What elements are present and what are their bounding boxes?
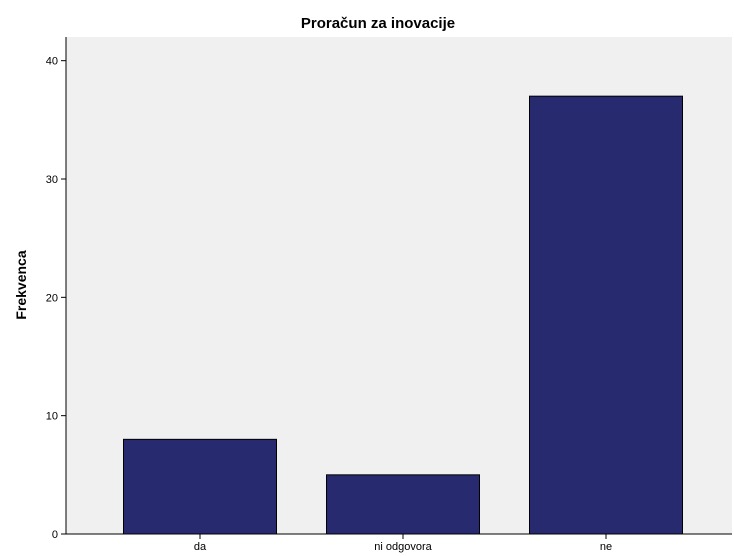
bar-0 bbox=[123, 438, 277, 535]
y-tick-label-2: 20 bbox=[46, 292, 58, 304]
x-tick-label-2: ne bbox=[600, 541, 612, 553]
y-axis-label: Frekvenca bbox=[13, 250, 29, 319]
x-tick-label-1: ni odgovora bbox=[374, 541, 432, 553]
chart-title: Proračun za inovacije bbox=[301, 15, 455, 32]
y-tick-label-3: 30 bbox=[46, 174, 58, 186]
y-tick-label-1: 10 bbox=[46, 411, 58, 423]
bar-2 bbox=[529, 95, 683, 535]
bar-1 bbox=[326, 474, 480, 535]
y-tick-label-4: 40 bbox=[46, 56, 58, 68]
x-tick-label-0: da bbox=[194, 541, 207, 553]
y-tick-label-0: 0 bbox=[52, 529, 58, 541]
